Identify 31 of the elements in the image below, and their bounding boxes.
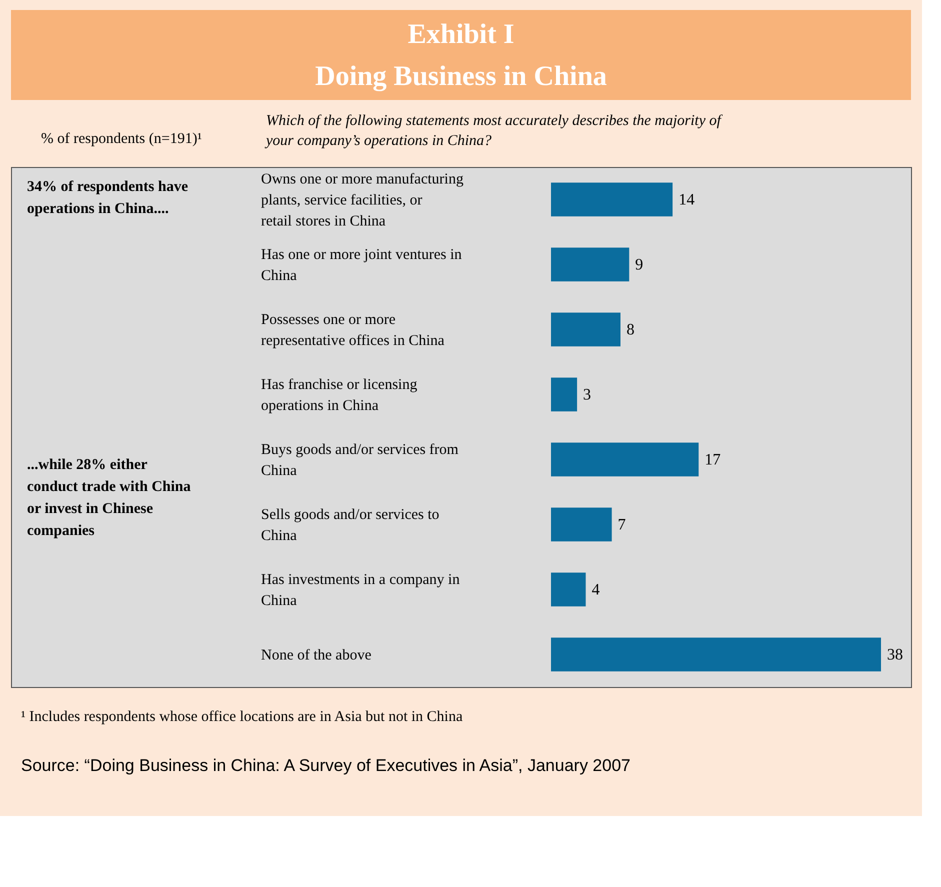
y-tick-label: Has one or more joint ventures in China: [261, 247, 462, 284]
data-label: 38: [887, 646, 903, 664]
text: 34% of respondents have operations in China....: [27, 179, 188, 217]
source-note: Source: “Doing Business in China: A Survey of Executives in Asia”, January 2007: [21, 756, 630, 775]
data-label: 14: [678, 192, 695, 208]
y-tick-label: Has investments in a company in China: [261, 572, 460, 609]
bar: [551, 312, 620, 346]
text: ¹ Includes respondents whose office locations are in Asia but not in China: [21, 709, 463, 725]
chart-title: Exhibit I Doing Business in China: [315, 19, 607, 92]
y-tick-label: Sells goods and/or services to China: [261, 507, 440, 544]
bar: [551, 508, 612, 542]
data-label: 17: [704, 452, 721, 468]
y-tick-label: Possesses one or more representative offices in China: [261, 312, 445, 349]
y-tick-label: Has franchise or licensing operations in China: [261, 377, 418, 414]
y-tick-label: Buys goods and/or services from China: [261, 442, 459, 479]
data-label: 3: [583, 386, 592, 404]
data-label: 9: [635, 256, 644, 274]
y-tick-label: Owns one or more manufacturing plants, service facilities, or retail stores in China: [261, 172, 464, 230]
y-tick-label: None of the above: [261, 648, 372, 664]
bar: [551, 638, 881, 672]
data-label: 7: [618, 516, 626, 534]
x-axis-title: % of respondents (n=191)¹: [41, 131, 202, 147]
text: ...while 28% either conduct trade with China or invest in Chinese companies: [27, 457, 192, 539]
bar: [551, 378, 578, 412]
data-label: 8: [626, 322, 634, 338]
data-label: 4: [592, 582, 600, 598]
bar: [551, 442, 699, 476]
bar: [551, 248, 630, 282]
chart-subtitle: Which of the following statements most accurately describes the majority of your company’s operations in China?: [264, 113, 723, 149]
bar: [551, 572, 586, 606]
bar: [551, 182, 673, 216]
